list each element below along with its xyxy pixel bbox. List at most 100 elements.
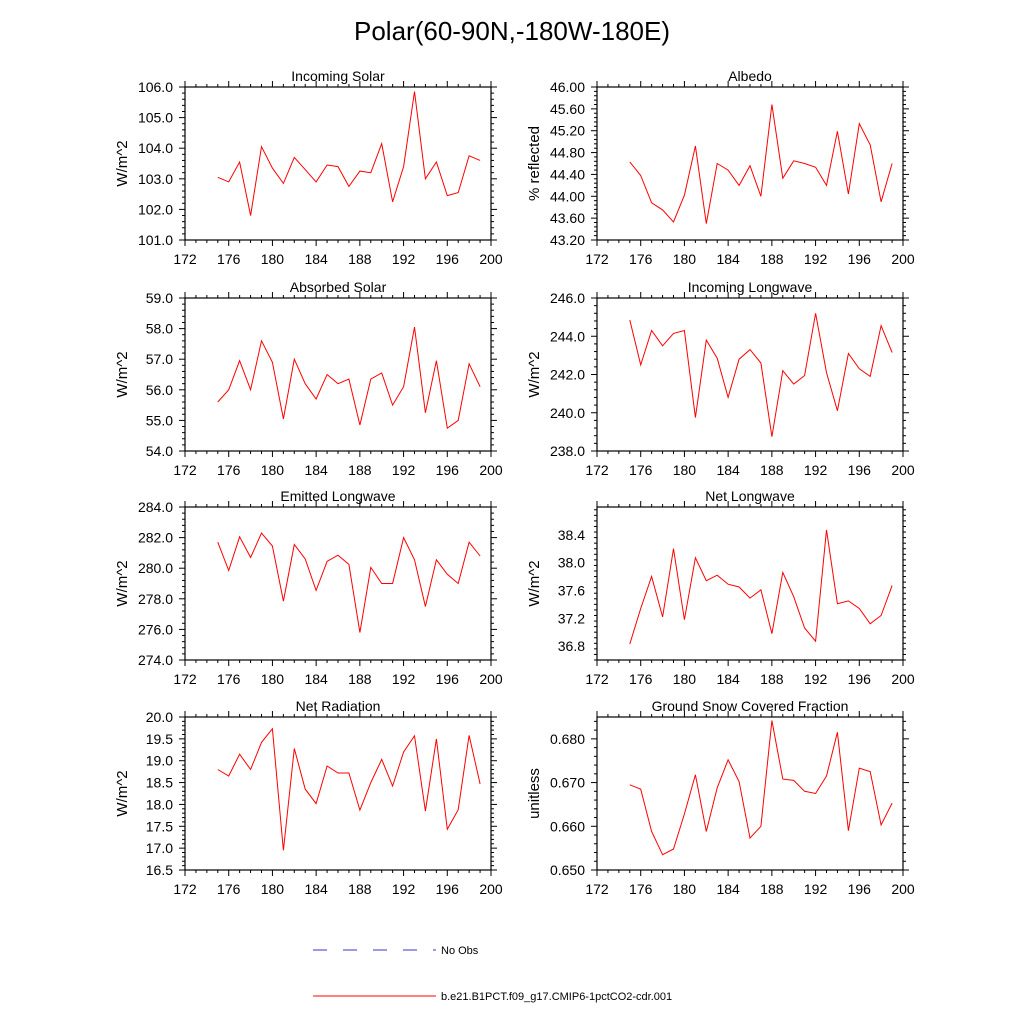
- y-tick-label: 18.0: [146, 796, 173, 812]
- x-tick-label: 180: [673, 671, 697, 687]
- panel-title: Incoming Solar: [291, 68, 385, 84]
- series-line: [629, 104, 893, 224]
- panel-title: Albedo: [728, 68, 772, 84]
- y-tick-label: 0.670: [550, 775, 585, 791]
- y-tick-label: 38.0: [558, 555, 585, 571]
- y-tick-label: 244.0: [550, 328, 585, 344]
- x-tick-label: 188: [760, 671, 784, 687]
- x-tick-label: 188: [760, 881, 784, 897]
- x-tick-label: 196: [848, 671, 872, 687]
- x-tick-label: 176: [629, 671, 653, 687]
- plot-frame: [184, 297, 492, 452]
- y-tick-label: 36.8: [558, 638, 585, 654]
- x-tick-label: 184: [716, 462, 740, 478]
- plot-frame: [596, 716, 904, 871]
- y-tick-label: 246.0: [550, 290, 585, 306]
- y-tick-label: 20.0: [146, 709, 173, 725]
- x-tick-label: 180: [673, 881, 697, 897]
- series-line: [629, 529, 893, 645]
- x-tick-label: 180: [261, 462, 285, 478]
- x-tick-label: 176: [217, 881, 241, 897]
- x-tick-label: 200: [891, 462, 915, 478]
- x-tick-label: 188: [348, 251, 372, 267]
- plot-frame: [184, 506, 492, 661]
- x-tick-label: 188: [348, 462, 372, 478]
- x-tick-label: 184: [716, 251, 740, 267]
- plot-frame: [596, 86, 904, 241]
- x-tick-label: 172: [585, 881, 609, 897]
- y-tick-label: 43.20: [550, 232, 585, 248]
- x-tick-label: 196: [848, 251, 872, 267]
- x-tick-label: 188: [760, 462, 784, 478]
- x-tick-label: 200: [891, 671, 915, 687]
- chart-incoming-solar: Incoming Solar W/m^2 172 176 180 184 188 192 196…: [114, 68, 503, 267]
- y-tick-label: 58.0: [146, 321, 173, 337]
- y-tick-label: 57.0: [146, 351, 173, 367]
- x-tick-label: 188: [760, 251, 784, 267]
- y-tick-label: 17.5: [146, 818, 173, 834]
- x-tick-label: 184: [304, 462, 328, 478]
- y-tick-label: 19.0: [146, 753, 173, 769]
- x-tick-label: 192: [392, 251, 416, 267]
- x-tick-label: 176: [217, 251, 241, 267]
- x-tick-label: 176: [629, 881, 653, 897]
- plot-frame: [184, 86, 492, 241]
- panel-title: Ground Snow Covered Fraction: [652, 698, 849, 714]
- y-tick-label: 284.0: [138, 499, 173, 515]
- x-tick-label: 192: [804, 462, 828, 478]
- series-line: [217, 91, 481, 216]
- y-tick-label: 242.0: [550, 367, 585, 383]
- y-tick-label: 37.6: [558, 582, 585, 598]
- x-tick-label: 200: [891, 881, 915, 897]
- panel-title: Emitted Longwave: [280, 488, 395, 504]
- y-tick-label: 56.0: [146, 382, 173, 398]
- x-tick-label: 176: [629, 462, 653, 478]
- legend: No Obs b.e21.B1PCT.f09_g17.CMIP6-1pctCO2…: [313, 945, 672, 1003]
- x-tick-label: 192: [392, 462, 416, 478]
- y-tick-label: 54.0: [146, 443, 173, 459]
- x-tick-label: 184: [304, 251, 328, 267]
- x-tick-label: 200: [479, 462, 503, 478]
- x-tick-label: 180: [673, 251, 697, 267]
- y-tick-label: 45.60: [550, 101, 585, 117]
- plot-frame: [596, 297, 904, 452]
- y-tick-label: 43.60: [550, 210, 585, 226]
- panel-title: Net Longwave: [705, 488, 795, 504]
- y-tick-label: 45.20: [550, 123, 585, 139]
- x-tick-label: 172: [173, 251, 197, 267]
- y-tick-label: 274.0: [138, 652, 173, 668]
- x-tick-label: 196: [436, 251, 460, 267]
- y-axis-label: W/m^2: [114, 351, 131, 397]
- y-tick-label: 17.0: [146, 840, 173, 856]
- y-tick-label: 276.0: [138, 621, 173, 637]
- legend-no-obs-label: No Obs: [441, 945, 479, 957]
- x-tick-label: 172: [585, 251, 609, 267]
- y-tick-label: 59.0: [146, 290, 173, 306]
- chart-albedo: Albedo % reflected 172 176 180 184 188 192 196 20…: [526, 68, 915, 267]
- x-tick-label: 180: [261, 251, 285, 267]
- x-tick-label: 176: [217, 462, 241, 478]
- series-line: [629, 720, 893, 856]
- y-tick-label: 0.650: [550, 862, 585, 878]
- figure-title: Polar(60-90N,-180W-180E): [354, 16, 670, 46]
- series-line: [217, 327, 481, 429]
- x-tick-label: 184: [716, 671, 740, 687]
- x-tick-label: 192: [392, 881, 416, 897]
- x-tick-label: 172: [173, 462, 197, 478]
- chart-incoming-longwave: Incoming Longwave W/m^2 172 176 180 184 188 192…: [526, 279, 915, 478]
- x-tick-label: 172: [585, 462, 609, 478]
- y-axis-label: W/m^2: [114, 140, 131, 186]
- legend-model-label: b.e21.B1PCT.f09_g17.CMIP6-1pctCO2-cdr.00…: [441, 991, 672, 1003]
- y-tick-label: 104.0: [138, 140, 173, 156]
- y-tick-label: 16.5: [146, 862, 173, 878]
- panel-title: Net Radiation: [296, 698, 381, 714]
- x-tick-label: 196: [436, 462, 460, 478]
- y-tick-label: 44.40: [550, 166, 585, 182]
- panel-title: Absorbed Solar: [290, 279, 387, 295]
- chart-net-radiation: Net Radiation W/m^2 172 176 180 184 188 192 196 2…: [114, 698, 503, 897]
- x-tick-label: 180: [673, 462, 697, 478]
- y-axis-label: W/m^2: [526, 560, 543, 606]
- y-tick-label: 0.680: [550, 731, 585, 747]
- x-tick-label: 188: [348, 881, 372, 897]
